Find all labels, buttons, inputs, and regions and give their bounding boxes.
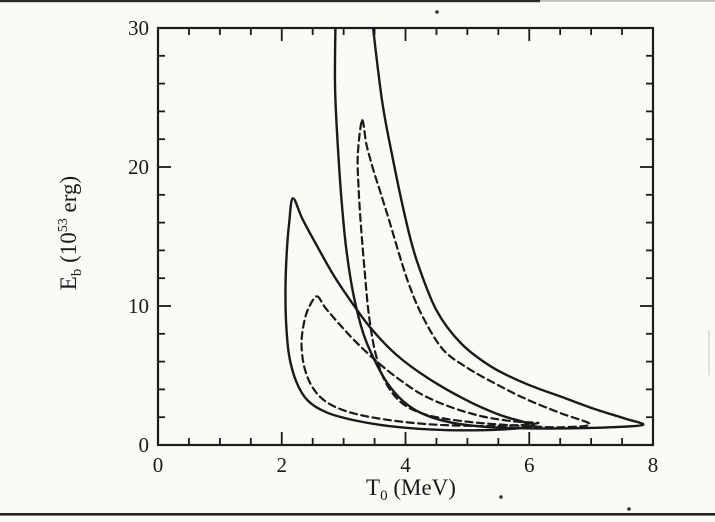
contour-curves: [284, 28, 645, 432]
y-tick-labels: 0 10 20 30: [128, 16, 149, 457]
dashed-outer-contour: [356, 119, 592, 429]
x-tick-label: 8: [648, 453, 659, 477]
x-axis-title: T0 (MeV): [366, 475, 456, 504]
y-tick-label: 10: [128, 294, 149, 318]
top-scan-line: [0, 0, 540, 3]
top-scan-line-faded: [540, 0, 715, 2]
scan-streak: [708, 330, 710, 375]
plot-frame: [156, 26, 655, 447]
solid-outer-contour: [333, 28, 645, 430]
bottom-rule: [0, 513, 715, 516]
solid-inner-contour: [284, 197, 536, 432]
ink-speck: [435, 10, 439, 14]
x-tick-label: 0: [153, 453, 164, 477]
axis-ticks: [157, 27, 654, 446]
y-axis-title: Eb (1053 erg): [56, 176, 85, 290]
y-tick-label: 0: [139, 433, 150, 457]
x-tick-label: 4: [400, 453, 411, 477]
x-tick-label: 2: [277, 453, 288, 477]
y-tick-label: 30: [128, 16, 149, 40]
x-tick-label: 6: [524, 453, 535, 477]
y-tick-label: 20: [128, 155, 149, 179]
x-tick-labels: 0 2 4 6 8: [153, 453, 659, 477]
dashed-inner-contour: [300, 295, 540, 428]
ink-speck: [627, 507, 631, 511]
ink-speck: [499, 495, 503, 499]
